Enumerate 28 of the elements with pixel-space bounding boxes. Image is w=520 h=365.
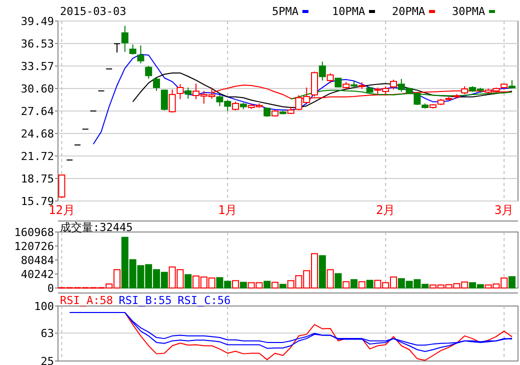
legend-label: 5PMA bbox=[272, 5, 299, 18]
legend-label: 20PMA bbox=[392, 5, 426, 18]
y-tick-label: 120726 bbox=[14, 240, 54, 253]
legend-label: 10PMA bbox=[332, 5, 366, 18]
y-tick-label: 36.53 bbox=[20, 37, 54, 50]
y-tick-label: 63 bbox=[40, 326, 54, 340]
y-tick-label: 100 bbox=[34, 300, 54, 313]
series-label: RSI_A:58 bbox=[60, 294, 113, 307]
y-tick-label: 21.72 bbox=[20, 150, 54, 163]
y-tick-label: 0 bbox=[47, 282, 54, 295]
series-label: RSI_B:55 bbox=[118, 294, 172, 307]
y-tick-label: 27.64 bbox=[20, 104, 54, 118]
y-tick-label: 18.75 bbox=[20, 172, 54, 186]
legend-label: 30PMA bbox=[452, 5, 486, 18]
y-tick-label: 160968 bbox=[14, 226, 54, 239]
text: RSI_C:56 bbox=[178, 294, 231, 307]
y-tick-label: 24.68 bbox=[20, 127, 54, 140]
y-tick-label: 80484 bbox=[20, 254, 54, 267]
chart-title: 2015-03-03 bbox=[60, 5, 126, 18]
x-tick-label: 3月 bbox=[494, 203, 514, 217]
x-tick-label: 1月 bbox=[218, 203, 238, 217]
y-tick-label: 39.49 bbox=[20, 14, 54, 28]
y-tick-label: 30.60 bbox=[20, 82, 54, 96]
y-tick-label: 25 bbox=[40, 354, 54, 365]
x-tick-label: 2月 bbox=[376, 203, 396, 217]
y-tick-label: 33.57 bbox=[20, 60, 54, 73]
chart-title: 成交量:32445 bbox=[60, 221, 133, 234]
y-tick-label: 40242 bbox=[20, 268, 54, 281]
